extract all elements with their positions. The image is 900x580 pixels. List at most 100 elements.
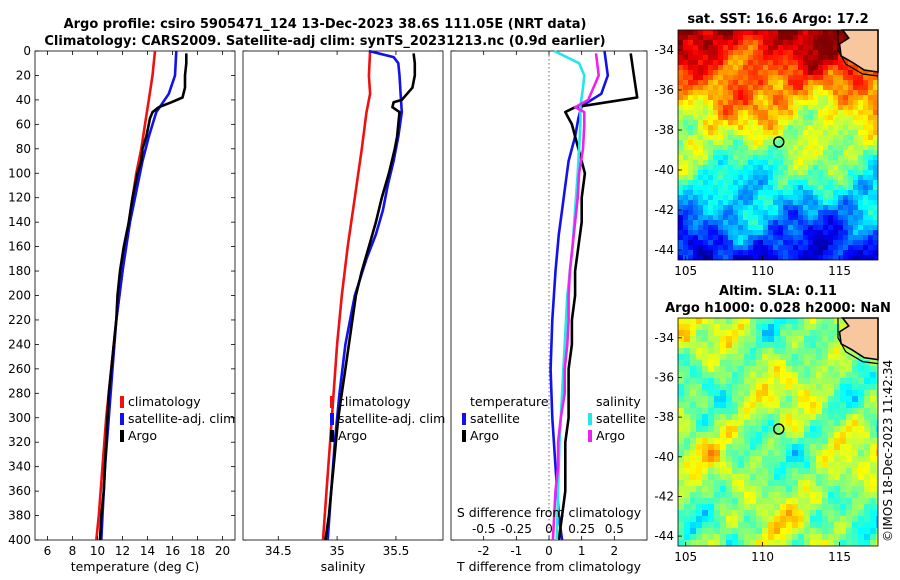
heatmap-cell: [840, 384, 846, 390]
heatmap-cell: [853, 135, 858, 140]
heatmap-cell: [804, 330, 810, 336]
heatmap-cell: [828, 195, 833, 200]
heatmap-cell: [788, 140, 793, 145]
heatmap-cell: [726, 516, 732, 522]
heatmap-cell: [840, 390, 846, 396]
difference-xlabel: T difference from climatology: [456, 559, 642, 574]
heatmap-cell: [870, 474, 876, 480]
heatmap-cell: [838, 160, 843, 165]
legend-swatch-satellite: [120, 413, 124, 425]
heatmap-cell: [738, 40, 743, 45]
heatmap-cell: [738, 528, 744, 534]
heatmap-cell: [792, 444, 798, 450]
heatmap-cell: [768, 336, 774, 342]
heatmap-cell: [778, 85, 783, 90]
heatmap-cell: [864, 426, 870, 432]
heatmap-cell: [823, 205, 828, 210]
heatmap-cell: [853, 195, 858, 200]
heatmap-cell: [693, 110, 698, 115]
heatmap-cell: [720, 474, 726, 480]
heatmap-cell: [702, 396, 708, 402]
heatmap-cell: [828, 504, 834, 510]
heatmap-cell: [753, 180, 758, 185]
heatmap-cell: [683, 65, 688, 70]
heatmap-cell: [808, 155, 813, 160]
heatmap-cell: [702, 504, 708, 510]
heatmap-cell: [834, 396, 840, 402]
heatmap-cell: [788, 235, 793, 240]
heatmap-cell: [758, 205, 763, 210]
heatmap-cell: [818, 110, 823, 115]
x-tick-label: 14: [140, 544, 155, 558]
heatmap-cell: [780, 378, 786, 384]
heatmap-cell: [748, 190, 753, 195]
heatmap-cell: [726, 324, 732, 330]
heatmap-cell: [768, 492, 774, 498]
heatmap-cell: [708, 210, 713, 215]
heatmap-cell: [853, 190, 858, 195]
heatmap-cell: [744, 510, 750, 516]
heatmap-cell: [773, 80, 778, 85]
heatmap-cell: [852, 360, 858, 366]
heatmap-cell: [798, 462, 804, 468]
heatmap-cell: [818, 225, 823, 230]
heatmap-cell: [723, 180, 728, 185]
heatmap-cell: [810, 414, 816, 420]
x-top-tick-label: 0.5: [605, 522, 624, 536]
heatmap-cell: [763, 250, 768, 255]
heatmap-cell: [678, 408, 684, 414]
heatmap-cell: [863, 135, 868, 140]
heatmap-cell: [763, 225, 768, 230]
heatmap-cell: [703, 130, 708, 135]
heatmap-cell: [748, 235, 753, 240]
heatmap-cell: [870, 414, 876, 420]
heatmap-cell: [788, 215, 793, 220]
heatmap-cell: [703, 245, 708, 250]
heatmap-cell: [803, 115, 808, 120]
map-y-tick-label: -42: [654, 203, 674, 217]
heatmap-cell: [786, 456, 792, 462]
heatmap-cell: [834, 402, 840, 408]
heatmap-cell: [768, 230, 773, 235]
heatmap-cell: [828, 210, 833, 215]
heatmap-cell: [678, 444, 684, 450]
heatmap-cell: [798, 125, 803, 130]
heatmap-cell: [818, 235, 823, 240]
heatmap-cell: [768, 60, 773, 65]
heatmap-cell: [873, 80, 878, 85]
heatmap-cell: [818, 170, 823, 175]
heatmap-cell: [753, 90, 758, 95]
heatmap-cell: [833, 50, 838, 55]
heatmap-cell: [853, 115, 858, 120]
heatmap-cell: [803, 235, 808, 240]
heatmap-cell: [828, 165, 833, 170]
heatmap-cell: [763, 70, 768, 75]
heatmap-cell: [852, 504, 858, 510]
heatmap-cell: [758, 80, 763, 85]
heatmap-cell: [708, 140, 713, 145]
heatmap-cell: [688, 185, 693, 190]
heatmap-cell: [774, 528, 780, 534]
heatmap-cell: [810, 390, 816, 396]
heatmap-cell: [786, 474, 792, 480]
heatmap-cell: [828, 342, 834, 348]
heatmap-cell: [678, 105, 683, 110]
heatmap-cell: [733, 135, 738, 140]
heatmap-cell: [858, 498, 864, 504]
heatmap-cell: [838, 150, 843, 155]
heatmap-cell: [803, 210, 808, 215]
heatmap-cell: [788, 165, 793, 170]
heatmap-cell: [744, 534, 750, 540]
heatmap-cell: [703, 200, 708, 205]
heatmap-cell: [873, 85, 878, 90]
heatmap-cell: [873, 135, 878, 140]
x-tick-label: 8: [69, 544, 77, 558]
heatmap-cell: [693, 90, 698, 95]
heatmap-cell: [720, 522, 726, 528]
heatmap-cell: [678, 100, 683, 105]
heatmap-cell: [753, 45, 758, 50]
heatmap-cell: [783, 160, 788, 165]
heatmap-cell: [834, 522, 840, 528]
heatmap-cell: [780, 324, 786, 330]
heatmap-cell: [738, 414, 744, 420]
